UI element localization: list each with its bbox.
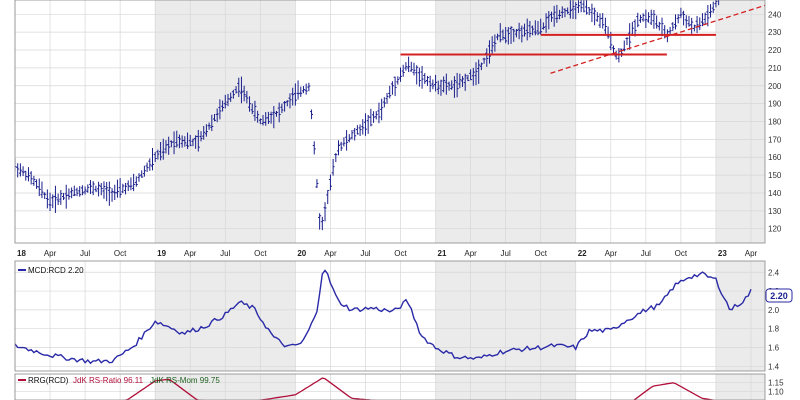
panel-backgrounds (15, 0, 765, 400)
price-y-axis: 120 130 140 150 160 170 180 190 200 210 220 230 240 (768, 10, 782, 233)
price-y-tick-label: 190 (768, 100, 782, 109)
price-y-tick-label: 200 (768, 82, 782, 91)
ratio-last-value-box (765, 288, 793, 303)
x-tick-label: Oct (114, 249, 127, 258)
x-tick-label: Apr (464, 249, 477, 258)
price-y-tick-label: 210 (768, 64, 782, 73)
x-tick-label: Apr (44, 249, 57, 258)
trendline (550, 4, 765, 74)
reference-lines (400, 4, 765, 74)
price-y-tick-label: 220 (768, 46, 782, 55)
ratio-legend: MCD:RCD 2.20 (18, 266, 84, 275)
rrg-y-tick-label: 1.10 (768, 387, 784, 396)
x-tick-label: 23 (718, 249, 727, 258)
price-y-tick-label: 230 (768, 28, 782, 37)
year-band (715, 261, 765, 371)
x-tick-label: Jul (641, 249, 651, 258)
panel-border (14, 0, 766, 244)
x-tick-label: Jul (220, 249, 230, 258)
panel-borders (14, 0, 766, 400)
x-tick-label: Jul (360, 249, 370, 258)
price-y-tick-label: 150 (768, 171, 782, 180)
ratio-line (15, 269, 752, 365)
panel-border (14, 373, 766, 400)
x-tick-label: Apr (324, 249, 337, 258)
ratio-y-tick-label: 1.8 (768, 325, 780, 334)
ratio-y-tick-label: 2.0 (768, 306, 780, 315)
x-tick-label: 21 (438, 249, 447, 258)
price-bars (15, 0, 720, 231)
x-tick-label: 22 (578, 249, 587, 258)
rrg-legend: RRG(RCD) JdK RS-Ratio 96.11 JdK RS-Mom 9… (18, 376, 220, 385)
ratio-y-axis: 1.41.61.82.02.22.4 (768, 268, 780, 371)
price-y-tick-label: 170 (768, 135, 782, 144)
x-tick-label: Jul (80, 249, 90, 258)
price-y-tick-label: 130 (768, 207, 782, 216)
ratio-last-value: 2.20 (765, 288, 793, 303)
price-y-tick-label: 120 (768, 225, 782, 234)
x-tick-label: 19 (157, 249, 166, 258)
x-tick-label: 18 (17, 249, 26, 258)
rrg-legend-mom: JdK RS-Mom 99.75 (150, 376, 220, 385)
ratio-y-tick-label: 1.4 (768, 362, 780, 371)
panel-border (14, 260, 766, 372)
rrg-legend-ratio: JdK RS-Ratio 96.11 (73, 376, 144, 385)
x-tick-label: Oct (675, 249, 688, 258)
x-tick-label: Jul (501, 249, 511, 258)
x-tick-label: 20 (297, 249, 306, 258)
x-tick-label: Apr (605, 249, 618, 258)
rrg-y-axis: 1.101.15 (768, 379, 784, 397)
ratio-series (15, 269, 752, 365)
year-band (715, 374, 765, 400)
rrg-ratio-line (121, 377, 717, 400)
rrg-legend-title: RRG(RCD) (28, 376, 69, 385)
date-axis: 18 Apr Jul Oct 19 Apr Jul Oct 20 Apr Jul Oct 21 Apr Ju… (17, 249, 758, 258)
panel-bg (15, 261, 765, 371)
x-tick-label: Oct (394, 249, 407, 258)
price-y-tick-label: 140 (768, 189, 782, 198)
ratio-y-tick-label: 2.4 (768, 268, 780, 277)
x-tick-label: Oct (534, 249, 547, 258)
x-tick-label: Apr (745, 249, 758, 258)
price-y-tick-label: 240 (768, 10, 782, 19)
price-y-tick-label: 180 (768, 118, 782, 127)
ratio-legend-label: MCD:RCD 2.20 (28, 266, 84, 275)
x-tick-label: Apr (184, 249, 197, 258)
ratio-y-tick-label: 1.6 (768, 343, 780, 352)
ratio-last-value-label: 2.20 (770, 291, 788, 301)
grid-lines (14, 0, 765, 400)
rrg-series (121, 377, 717, 400)
price-y-tick-label: 160 (768, 153, 782, 162)
rrg-y-tick-label: 1.15 (768, 379, 784, 388)
x-tick-label: Oct (254, 249, 267, 258)
